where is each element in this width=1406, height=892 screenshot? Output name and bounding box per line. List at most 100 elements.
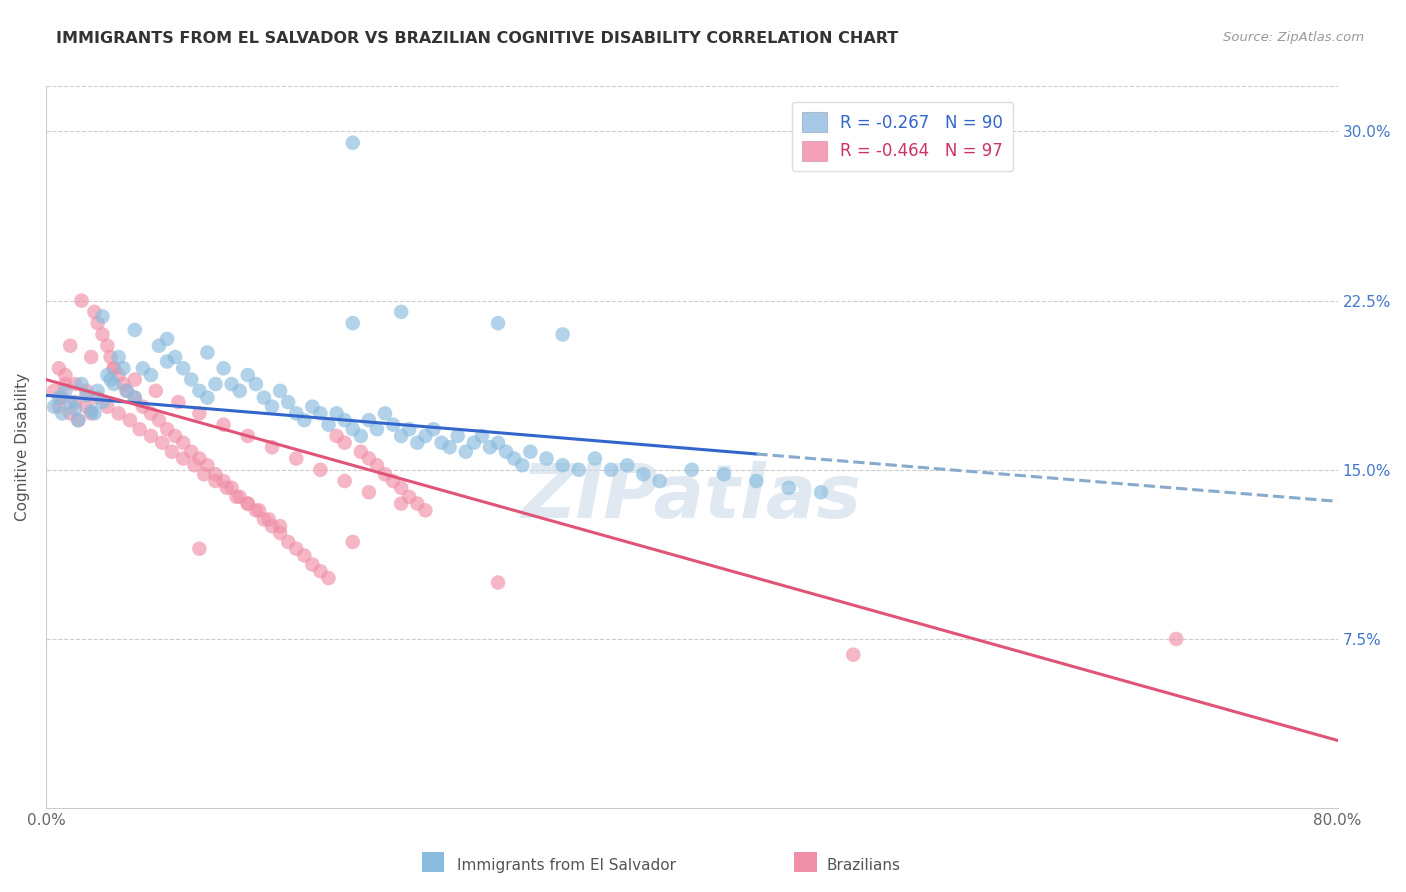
Point [107,350,129,364]
Point [112,377,135,392]
Point [86,384,108,398]
Point [91,310,114,324]
Point [616,458,638,473]
Point [342,422,364,436]
Point [245,377,267,392]
Point [333,435,356,450]
Point [112,361,135,376]
Point [713,467,735,482]
Point [260,519,283,533]
Point [59,395,82,409]
Point [247,503,270,517]
Point [486,435,509,450]
Point [124,373,146,387]
Point [67,413,90,427]
Point [212,474,235,488]
Point [83,305,105,319]
Point [212,417,235,432]
Point [309,463,332,477]
Point [842,648,865,662]
Point [148,339,170,353]
Point [309,406,332,420]
Point [172,451,194,466]
Point [115,384,138,398]
Point [86,391,108,405]
Point [681,463,703,477]
Point [309,564,332,578]
Point [318,417,340,432]
Point [269,519,291,533]
Point [51,406,73,420]
Point [221,377,243,392]
Point [180,373,202,387]
Point [70,377,93,392]
Point [350,429,373,443]
Point [342,535,364,549]
Y-axis label: Cognitive Disability: Cognitive Disability [15,373,30,521]
Point [253,391,276,405]
Point [389,429,412,443]
Point [389,305,412,319]
Point [156,332,179,346]
Point [236,429,259,443]
Point [86,316,108,330]
Point [59,339,82,353]
Point [96,339,118,353]
Point [551,327,574,342]
Point [132,361,155,376]
Point [600,463,623,477]
Point [568,463,591,477]
Point [63,401,86,416]
Point [53,368,76,382]
Point [285,541,308,556]
Point [551,458,574,473]
Point [285,406,308,420]
Point [75,388,97,402]
Point [269,384,291,398]
Point [172,361,194,376]
Point [124,323,146,337]
Point [406,435,429,450]
Point [193,467,215,482]
Point [430,435,453,450]
Point [204,474,226,488]
Point [374,406,396,420]
Point [357,485,380,500]
Point [63,395,86,409]
Point [810,485,832,500]
Point [96,368,118,382]
Point [486,575,509,590]
Point [398,490,420,504]
Point [503,451,526,466]
Point [342,136,364,150]
Point [253,512,276,526]
Text: Immigrants from El Salvador: Immigrants from El Salvador [457,858,676,872]
Point [48,391,70,405]
Point [59,406,82,420]
Point [183,458,205,473]
Point [139,406,162,420]
Point [245,503,267,517]
Point [301,400,323,414]
Point [139,429,162,443]
Point [180,444,202,458]
Point [495,444,517,458]
Point [366,458,388,473]
Point [333,474,356,488]
Point [100,350,122,364]
Point [292,549,315,563]
Point [454,444,477,458]
Point [53,384,76,398]
Point [103,377,125,392]
Point [648,474,671,488]
Point [91,327,114,342]
Point [633,467,655,482]
Point [204,467,226,482]
Point [80,406,103,420]
Legend: R = -0.267   N = 90, R = -0.464   N = 97: R = -0.267 N = 90, R = -0.464 N = 97 [792,102,1012,171]
Text: Source: ZipAtlas.com: Source: ZipAtlas.com [1223,31,1364,45]
Point [145,384,167,398]
Point [221,481,243,495]
Point [406,497,429,511]
Point [103,361,125,376]
